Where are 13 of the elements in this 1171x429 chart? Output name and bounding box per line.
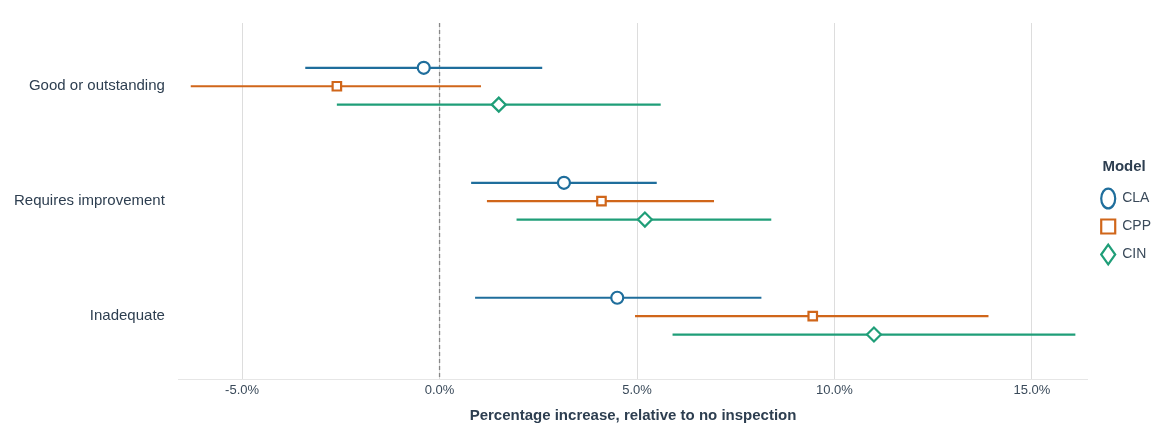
- x-tick-label: -5.0%: [225, 381, 260, 397]
- x-tick-label: 15.0%: [1013, 381, 1051, 397]
- legend-label: CIN: [1122, 245, 1147, 262]
- x-tick-label: 0.0%: [424, 381, 455, 397]
- x-tick-label: 10.0%: [816, 381, 854, 397]
- legend-label: CLA: [1122, 189, 1151, 206]
- legend-title: Model: [1102, 157, 1146, 175]
- y-tick-label: Good or outstanding: [28, 76, 165, 94]
- x-tick-label: 5.0%: [622, 381, 653, 397]
- legend-label: CPP: [1122, 217, 1152, 234]
- y-tick-label: Requires improvement: [13, 191, 166, 209]
- x-axis-title: Percentage increase, relative to no inspection: [469, 406, 797, 424]
- y-tick-label: Inadequate: [89, 306, 165, 324]
